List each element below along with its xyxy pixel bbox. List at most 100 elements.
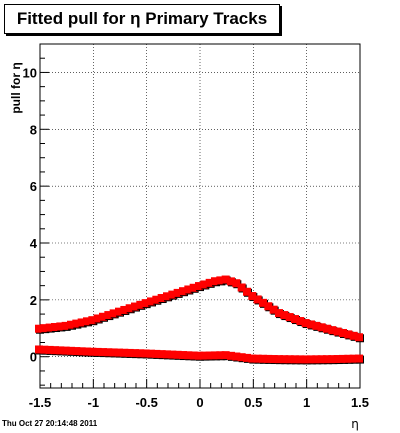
x-tick-label: -0.5 <box>135 395 157 410</box>
data-point <box>307 355 315 364</box>
data-point <box>259 298 267 307</box>
data-point <box>339 328 347 337</box>
data-point <box>83 317 91 326</box>
data-point <box>35 345 43 354</box>
data-point <box>227 351 235 360</box>
timestamp-footer: Thu Oct 27 20:14:48 2011 <box>2 419 98 428</box>
data-point <box>93 314 102 323</box>
data-point <box>355 354 363 363</box>
x-axis-label: η <box>351 417 359 431</box>
data-point <box>221 275 230 284</box>
x-tick-label: -1.5 <box>29 395 51 410</box>
data-point <box>104 348 113 357</box>
data-point <box>88 347 97 356</box>
data-point <box>269 355 278 364</box>
data-point <box>56 346 65 355</box>
data-point <box>40 324 49 333</box>
data-point <box>355 333 363 342</box>
data-point <box>67 320 75 329</box>
axis-labels: -1.5 -1 -0.5 0 0.5 1 1.5 0 2 4 6 8 10 η pull for η <box>9 62 369 431</box>
data-point <box>136 349 145 358</box>
data-point <box>104 311 113 320</box>
x-tick-label: 1.5 <box>351 395 369 410</box>
data-point <box>248 292 257 301</box>
data-point <box>141 299 150 308</box>
data-point <box>157 294 166 303</box>
data-point <box>195 351 203 360</box>
data-markers <box>35 275 364 365</box>
data-point <box>237 353 246 362</box>
data-point <box>205 351 214 360</box>
data-point <box>179 351 187 360</box>
data-point <box>349 354 358 363</box>
data-point <box>109 348 118 357</box>
data-point <box>131 302 139 311</box>
data-point <box>307 320 315 329</box>
data-point <box>328 326 337 335</box>
data-point <box>99 348 107 357</box>
data-point <box>67 346 75 355</box>
data-point <box>280 355 289 364</box>
data-point <box>285 355 294 364</box>
data-point <box>115 348 123 357</box>
y-tick-label: 10 <box>23 65 37 80</box>
data-point <box>291 355 299 364</box>
data-point <box>275 309 283 318</box>
data-point <box>173 288 182 297</box>
data-point <box>291 315 299 324</box>
data-point <box>61 321 70 330</box>
data-point <box>221 351 230 360</box>
data-point <box>211 277 219 286</box>
data-point <box>168 350 177 359</box>
data-point <box>312 355 321 364</box>
data-point <box>264 354 273 363</box>
data-point <box>72 347 81 356</box>
data-point <box>243 353 251 362</box>
data-point <box>72 319 81 328</box>
data-point <box>227 277 235 286</box>
data-point <box>45 345 54 354</box>
data-point <box>344 354 353 363</box>
data-point <box>56 322 65 331</box>
data-point <box>88 316 97 325</box>
data-point <box>93 347 102 356</box>
data-point <box>243 287 251 296</box>
data-point <box>147 349 155 358</box>
y-tick-label: 2 <box>30 293 37 308</box>
data-point <box>200 280 209 289</box>
data-point <box>259 354 267 363</box>
y-tick-label: 6 <box>30 179 37 194</box>
data-point <box>200 351 209 360</box>
data-point <box>141 349 150 358</box>
data-point <box>125 348 134 357</box>
data-point <box>211 351 219 360</box>
x-tick-label: 0 <box>196 395 203 410</box>
data-point <box>51 346 59 355</box>
chart-title: Fitted pull for η Primary Tracks <box>16 9 268 28</box>
data-point <box>285 313 294 322</box>
data-point <box>77 318 86 327</box>
data-point <box>157 350 166 359</box>
data-point <box>275 355 283 364</box>
data-point <box>269 305 278 314</box>
chart-title-box: Fitted pull for η Primary Tracks <box>4 4 280 34</box>
data-point <box>349 331 358 340</box>
data-point <box>253 295 262 304</box>
data-point <box>237 283 246 292</box>
data-point <box>131 349 139 358</box>
data-point <box>189 351 198 360</box>
data-point <box>120 305 129 314</box>
data-point <box>323 355 331 364</box>
data-point <box>189 283 198 292</box>
x-tick-label: -1 <box>88 395 100 410</box>
data-point <box>35 324 43 333</box>
data-point <box>45 323 54 332</box>
y-tick-label: 4 <box>30 236 38 251</box>
data-point <box>61 346 70 355</box>
data-point <box>232 279 241 288</box>
data-point <box>120 348 129 357</box>
data-point <box>317 323 326 332</box>
data-point <box>40 345 49 354</box>
data-point <box>301 319 310 328</box>
